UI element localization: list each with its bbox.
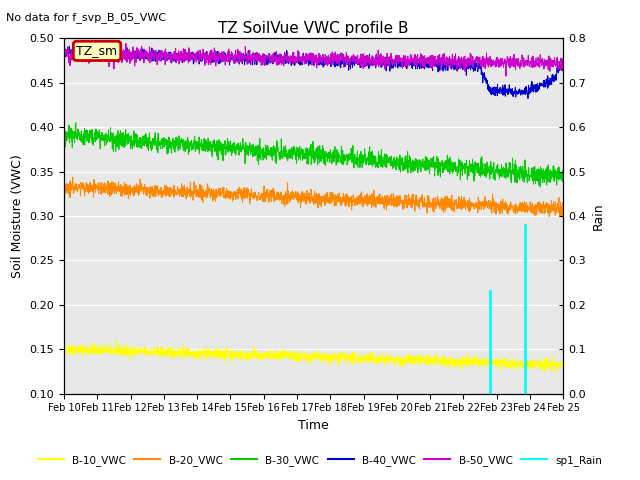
Legend: B-10_VWC, B-20_VWC, B-30_VWC, B-40_VWC, B-50_VWC, sp1_Rain: B-10_VWC, B-20_VWC, B-30_VWC, B-40_VWC, … [33,451,607,470]
Text: TZ_sm: TZ_sm [77,44,118,58]
Y-axis label: Soil Moisture (VWC): Soil Moisture (VWC) [11,154,24,278]
Text: No data for f_svp_B_05_VWC: No data for f_svp_B_05_VWC [6,12,166,23]
Y-axis label: Rain: Rain [591,202,604,230]
Title: TZ SoilVue VWC profile B: TZ SoilVue VWC profile B [218,21,409,36]
X-axis label: Time: Time [298,419,329,432]
